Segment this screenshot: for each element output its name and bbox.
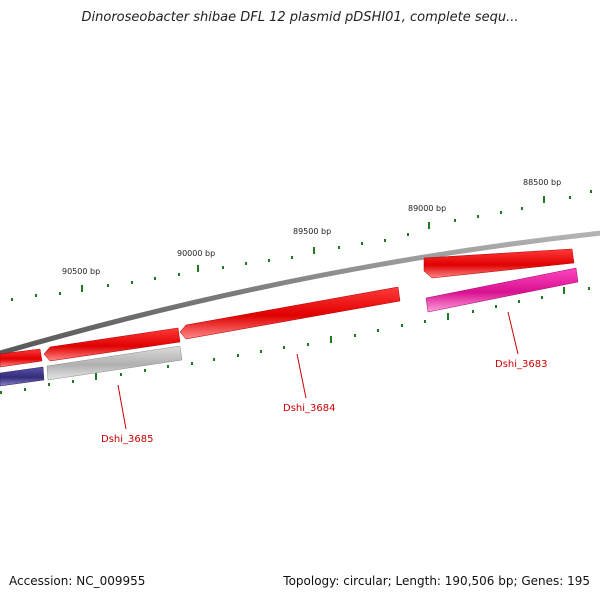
scale-label-90500: 90500 bp — [62, 267, 100, 276]
inner-scale-ticks — [0, 287, 590, 394]
map-title: Dinoroseobacter shibae DFL 12 plasmid pD… — [81, 10, 519, 25]
gene-label-dshi-3684[interactable]: Dshi_3684 — [283, 403, 335, 414]
gene-arrow-red-right-edge[interactable] — [0, 348, 43, 368]
scale-label-88500: 88500 bp — [523, 178, 561, 187]
scale-label-89000: 89000 bp — [408, 204, 446, 213]
gene-label-dshi-3685[interactable]: Dshi_3685 — [101, 434, 153, 445]
topology-text: Topology: circular; Length: 190,506 bp; … — [283, 574, 590, 588]
outer-scale-ticks — [11, 190, 592, 301]
gene-label-dshi-3683[interactable]: Dshi_3683 — [495, 359, 547, 370]
scale-label-90000: 90000 bp — [177, 249, 215, 258]
gene-arrow-dshi-3683[interactable] — [423, 248, 575, 279]
gene-arrow-dshi-3684[interactable] — [179, 286, 401, 340]
scale-label-89500: 89500 bp — [293, 227, 331, 236]
leader-line-dshi-3685 — [117, 384, 127, 430]
accession-text: Accession: NC_009955 — [9, 574, 146, 588]
gene-block-magenta[interactable] — [425, 267, 579, 313]
sequence-backbone — [0, 230, 600, 356]
leader-line-dshi-3683 — [507, 311, 519, 355]
gene-arrow-dshi-3685-upper[interactable] — [43, 327, 181, 362]
gene-block-navy[interactable] — [0, 366, 45, 387]
leader-line-dshi-3684 — [296, 353, 307, 399]
gene-block-grey[interactable] — [46, 345, 183, 381]
